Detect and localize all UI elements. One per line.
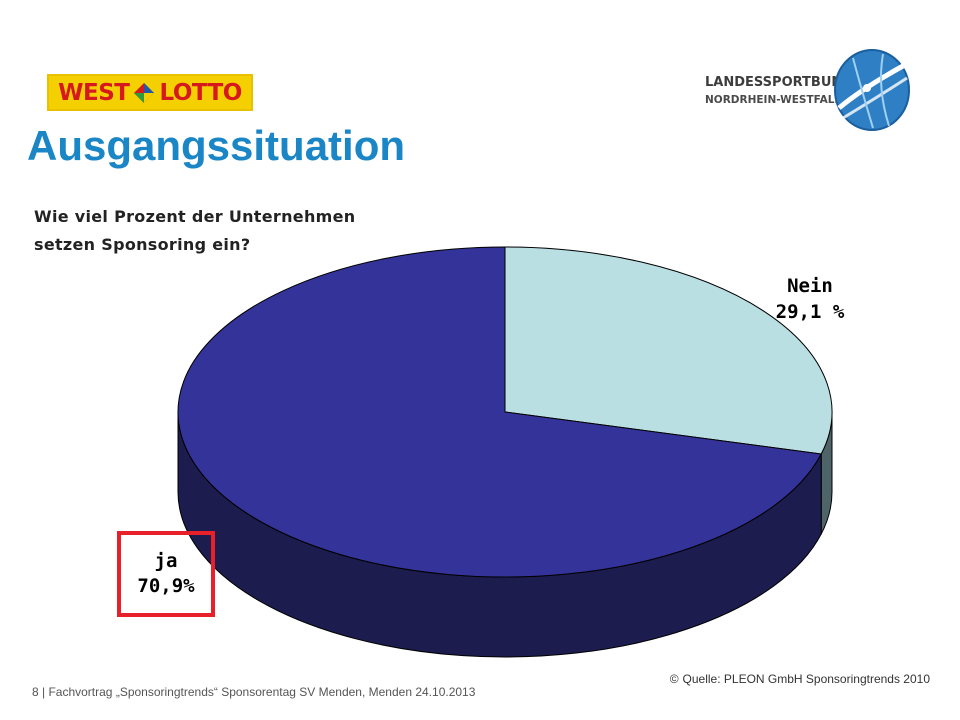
chart-question: Wie viel Prozent der Unternehmen setzen … bbox=[34, 207, 356, 254]
footer-text: 8 | Fachvortrag „Sponsoringtrends“ Spons… bbox=[32, 685, 476, 699]
slice-label-ja: ja bbox=[155, 550, 178, 572]
highlight-box-ja bbox=[117, 531, 215, 617]
landessportbund-subname: NORDRHEIN-WESTFALEN bbox=[705, 94, 851, 106]
slice-label-nein: Nein bbox=[787, 275, 833, 297]
westlotto-logo-part2: LOTTO bbox=[159, 79, 242, 106]
landessportbund-logo: LANDESSPORTBUND NORDRHEIN-WESTFALEN bbox=[697, 48, 911, 134]
source-note: © Quelle: PLEON GmbH Sponsoringtrends 20… bbox=[670, 672, 930, 686]
globe-icon bbox=[834, 49, 910, 131]
source-text: Quelle: PLEON GmbH Sponsoringtrends 2010 bbox=[682, 672, 930, 686]
westlotto-logo-part1: WEST bbox=[58, 79, 130, 106]
slide-title: Ausgangssituation bbox=[27, 122, 406, 169]
diamond-icon bbox=[134, 82, 155, 103]
westlotto-logo: WEST LOTTO bbox=[47, 74, 253, 111]
landessportbund-name: LANDESSPORTBUND bbox=[705, 75, 854, 90]
slice-value-nein: 29,1 % bbox=[776, 301, 845, 323]
slice-value-ja: 70,9% bbox=[137, 575, 195, 597]
pie-slice-nein bbox=[504, 246, 833, 455]
copyright-icon: © bbox=[669, 672, 679, 686]
pie-slice-ja bbox=[177, 246, 822, 578]
